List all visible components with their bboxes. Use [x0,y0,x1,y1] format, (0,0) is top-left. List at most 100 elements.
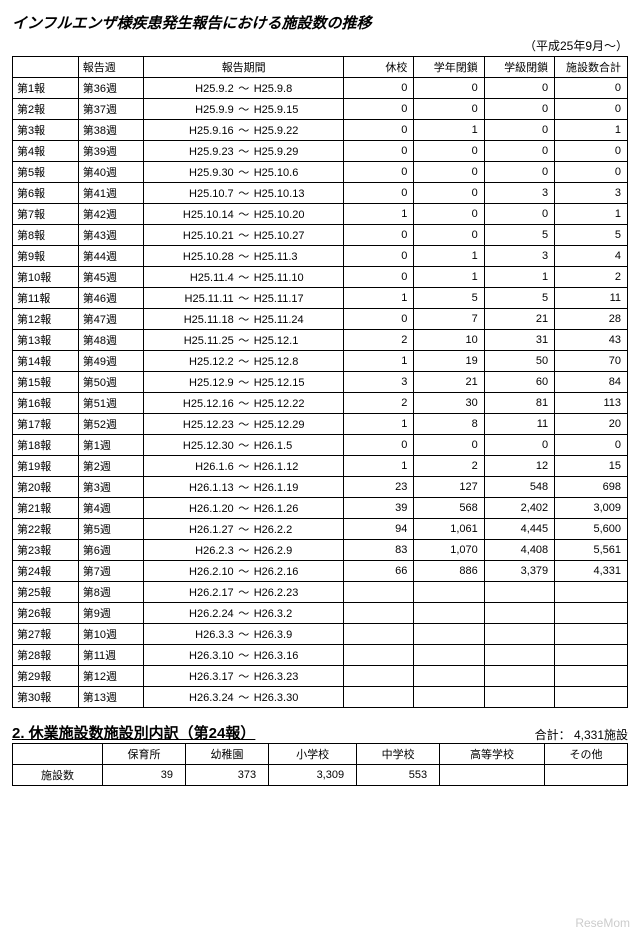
cell-gakkyu: 0 [484,141,554,162]
cell-report: 第7報 [13,204,79,225]
cell-week: 第7週 [78,561,144,582]
cell-gakkyu [484,666,554,687]
cell-total: 5 [555,225,628,246]
table-row: 第10報第45週H25.11.4～H25.11.100112 [13,267,628,288]
cell-kyuko: 0 [343,78,413,99]
table-row: 第9報第44週H25.10.28～H25.11.30134 [13,246,628,267]
cell-kyuko: 0 [343,183,413,204]
cell-gakunen [414,582,484,603]
cell-report: 第3報 [13,120,79,141]
cell-kyuko [343,603,413,624]
cell-kyuko: 2 [343,393,413,414]
cell-report: 第28報 [13,645,79,666]
cell-week: 第51週 [78,393,144,414]
t2-h4: 中学校 [357,744,440,765]
t2-v5 [544,765,627,786]
cell-gakunen: 1 [414,267,484,288]
cell-gakkyu: 0 [484,204,554,225]
cell-report: 第20報 [13,477,79,498]
cell-gakkyu: 5 [484,288,554,309]
cell-gakkyu: 4,445 [484,519,554,540]
cell-report: 第25報 [13,582,79,603]
cell-gakkyu: 11 [484,414,554,435]
table-row: 第25報第8週H26.2.17～H26.2.23 [13,582,628,603]
cell-gakkyu: 2,402 [484,498,554,519]
cell-week: 第40週 [78,162,144,183]
t2-h3: 小学校 [269,744,357,765]
t2-v4 [440,765,545,786]
cell-kyuko: 0 [343,141,413,162]
cell-total: 698 [555,477,628,498]
cell-report: 第13報 [13,330,79,351]
cell-report: 第27報 [13,624,79,645]
cell-kyuko: 0 [343,99,413,120]
cell-report: 第2報 [13,99,79,120]
cell-kyuko: 83 [343,540,413,561]
cell-gakkyu [484,582,554,603]
cell-kyuko: 0 [343,435,413,456]
cell-kyuko [343,687,413,708]
cell-gakunen: 0 [414,78,484,99]
table-row: 第20報第3週H26.1.13～H26.1.1923127548698 [13,477,628,498]
cell-total: 0 [555,435,628,456]
table-row: 第6報第41週H25.10.7～H25.10.130033 [13,183,628,204]
breakdown-row: 施設数 39 373 3,309 553 [13,765,628,786]
cell-period: H26.1.13～H26.1.19 [144,477,344,498]
table-row: 第15報第50週H25.12.9～H25.12.153216084 [13,372,628,393]
cell-total: 5,561 [555,540,628,561]
t2-h0 [13,744,103,765]
cell-kyuko: 0 [343,225,413,246]
cell-report: 第29報 [13,666,79,687]
cell-report: 第10報 [13,267,79,288]
cell-gakkyu: 60 [484,372,554,393]
cell-report: 第14報 [13,351,79,372]
t2-h5: 高等学校 [440,744,545,765]
table-row: 第2報第37週H25.9.9～H25.9.150000 [13,99,628,120]
cell-report: 第1報 [13,78,79,99]
breakdown-table: 保育所 幼稚園 小学校 中学校 高等学校 その他 施設数 39 373 3,30… [12,743,628,786]
cell-total [555,624,628,645]
cell-period: H25.11.4～H25.11.10 [144,267,344,288]
cell-report: 第19報 [13,456,79,477]
table-row: 第29報第12週H26.3.17～H26.3.23 [13,666,628,687]
cell-total [555,582,628,603]
cell-week: 第48週 [78,330,144,351]
cell-gakunen [414,624,484,645]
cell-gakkyu [484,645,554,666]
cell-total: 43 [555,330,628,351]
cell-report: 第15報 [13,372,79,393]
cell-total: 3,009 [555,498,628,519]
cell-gakunen: 1 [414,246,484,267]
cell-gakkyu: 0 [484,162,554,183]
cell-gakunen: 1,061 [414,519,484,540]
table-row: 第14報第49週H25.12.2～H25.12.81195070 [13,351,628,372]
table-row: 第22報第5週H26.1.27～H26.2.2941,0614,4455,600 [13,519,628,540]
t2-v3: 553 [357,765,440,786]
cell-period: H25.12.30～H26.1.5 [144,435,344,456]
cell-week: 第1週 [78,435,144,456]
cell-gakkyu: 21 [484,309,554,330]
cell-week: 第13週 [78,687,144,708]
table-row: 第21報第4週H26.1.20～H26.1.26395682,4023,009 [13,498,628,519]
cell-week: 第39週 [78,141,144,162]
t2-rowlabel: 施設数 [13,765,103,786]
cell-gakkyu: 548 [484,477,554,498]
cell-total: 1 [555,204,628,225]
cell-gakkyu: 1 [484,267,554,288]
cell-week: 第5週 [78,519,144,540]
cell-week: 第44週 [78,246,144,267]
cell-gakunen: 10 [414,330,484,351]
cell-period: H25.10.7～H25.10.13 [144,183,344,204]
cell-report: 第8報 [13,225,79,246]
cell-kyuko: 0 [343,120,413,141]
cell-week: 第38週 [78,120,144,141]
cell-gakkyu: 50 [484,351,554,372]
cell-gakkyu: 0 [484,120,554,141]
table-row: 第19報第2週H26.1.6～H26.1.12121215 [13,456,628,477]
cell-week: 第4週 [78,498,144,519]
th-week: 報告週 [78,57,144,78]
table-row: 第26報第9週H26.2.24～H26.3.2 [13,603,628,624]
cell-week: 第49週 [78,351,144,372]
cell-period: H26.2.10～H26.2.16 [144,561,344,582]
cell-total: 20 [555,414,628,435]
